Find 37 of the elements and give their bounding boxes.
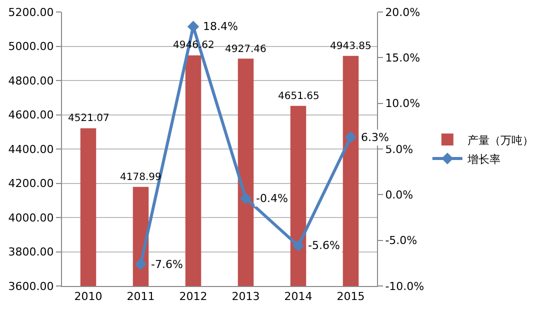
x-tick-label: 2015 <box>336 290 365 304</box>
x-tick-label: 2012 <box>179 290 208 304</box>
data-label: 6.3% <box>361 131 389 144</box>
y-tick-label: 4600.00 <box>8 108 54 122</box>
point <box>344 131 357 143</box>
point <box>240 192 252 204</box>
y2-tick-label: -5.0% <box>385 234 418 248</box>
legend-label: 增长率 <box>466 152 500 166</box>
y2-tick-label: 0.0% <box>385 188 414 202</box>
y-tick-label: 5200.00 <box>8 6 54 19</box>
point <box>292 240 304 252</box>
y2-tick-label: -10.0% <box>385 280 424 293</box>
x-tick-label: 2011 <box>126 290 155 304</box>
legend-label: 产量（万吨） <box>467 134 534 147</box>
data-label: 4521.07 <box>68 113 110 124</box>
y-tick-label: 4000.00 <box>8 211 54 224</box>
data-label: 4927.46 <box>225 44 266 55</box>
y2-tick-label: 20.0% <box>385 6 420 19</box>
y2-tick-label: 5.0% <box>385 142 414 156</box>
y2-tick-label: 10.0% <box>385 97 420 110</box>
y-tick-label: 3800.00 <box>8 246 54 259</box>
data-label: 4943.85 <box>330 41 372 52</box>
y2-tick-label: 15.0% <box>385 52 420 65</box>
point <box>134 258 147 270</box>
x-tick-label: 2010 <box>74 290 102 304</box>
data-label: 4651.65 <box>278 91 320 102</box>
y-tick-label: 4400.00 <box>8 142 54 156</box>
y-tick-label: 4800.00 <box>8 74 54 88</box>
x-tick-label: 2013 <box>232 290 260 304</box>
y-tick-label: 4200.00 <box>8 177 54 190</box>
data-label: 18.4% <box>203 20 238 33</box>
data-label: -5.6% <box>308 239 340 252</box>
y-tick-label: 5000.00 <box>8 40 54 54</box>
data-label: -0.4% <box>256 192 288 205</box>
data-label: -7.6% <box>151 258 183 271</box>
y-tick-label: 3600.00 <box>8 280 54 293</box>
x-tick-label: 2014 <box>284 290 312 304</box>
